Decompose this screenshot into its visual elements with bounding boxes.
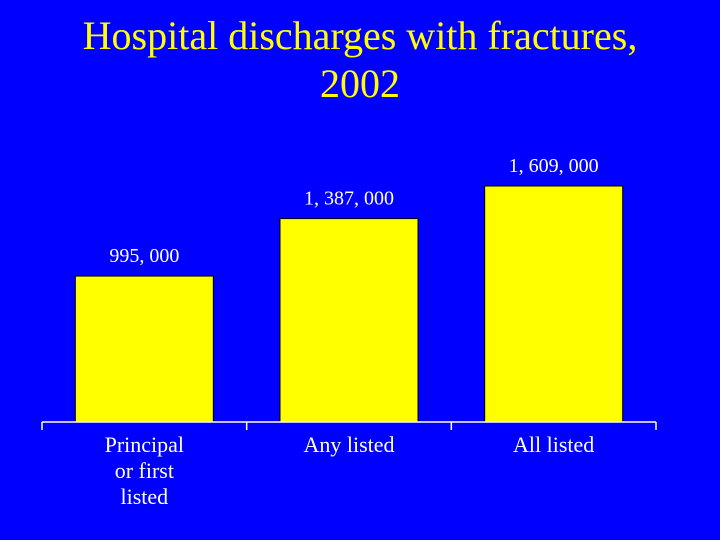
bar-3 xyxy=(484,185,624,423)
x-tick-label-2: Any listed xyxy=(303,432,394,457)
x-tick-label-1-line-1: Principal xyxy=(105,432,184,457)
data-label-1: 995, 000 xyxy=(109,245,179,267)
x-tick-label-1-line-3: listed xyxy=(120,484,168,509)
x-tick-label-1: Principal or first listed xyxy=(105,432,184,509)
x-tick-label-3: All listed xyxy=(513,432,594,457)
bar-1 xyxy=(74,275,214,423)
x-tick-label-1-line-2: or first xyxy=(115,458,174,483)
data-label-2: 1, 387, 000 xyxy=(304,188,394,210)
data-label-3: 1, 609, 000 xyxy=(509,155,599,177)
chart-title: Hospital discharges with fractures, 2002 xyxy=(0,12,720,108)
chart-title-line-1: Hospital discharges with fractures, xyxy=(82,13,638,58)
x-tick-label-3-line-1: All listed xyxy=(513,432,594,457)
bar-2 xyxy=(279,218,419,423)
x-tick-label-2-line-1: Any listed xyxy=(303,432,394,457)
chart-title-line-2: 2002 xyxy=(320,61,400,106)
